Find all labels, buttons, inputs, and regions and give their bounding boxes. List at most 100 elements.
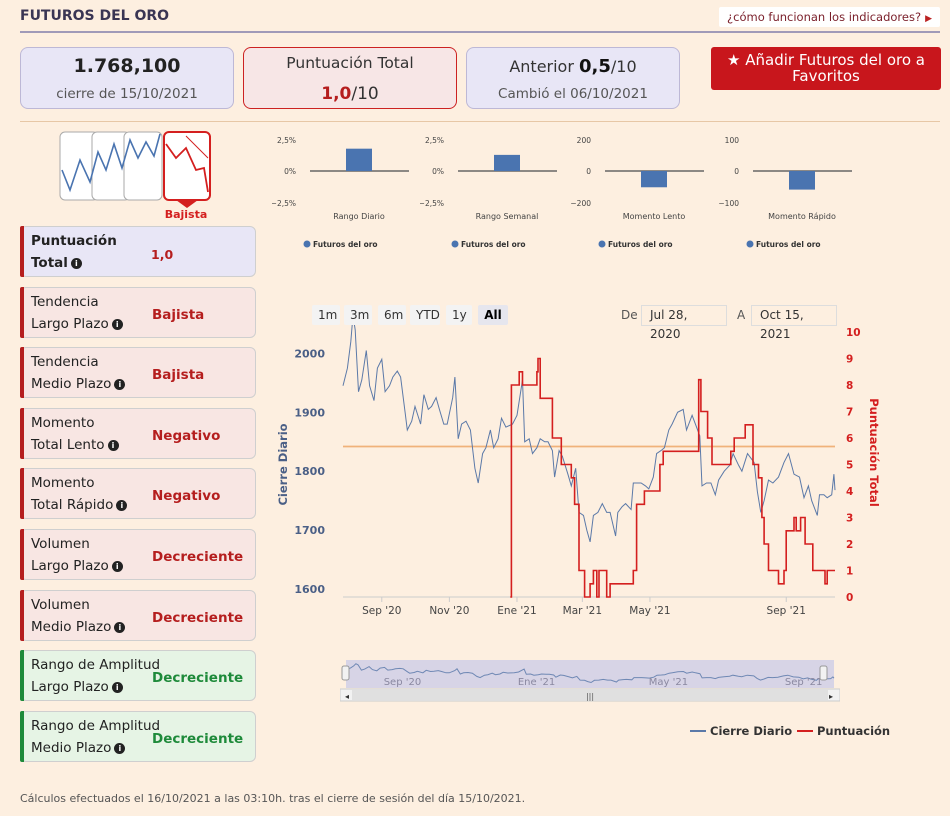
page-title: FUTUROS DEL ORO — [20, 8, 170, 24]
info-icon[interactable]: i — [111, 682, 123, 694]
indicator-label-line1: Momento — [31, 414, 95, 431]
mini-legend-label: Futuros del oro — [608, 240, 673, 249]
zoom-button[interactable]: YTD — [410, 305, 440, 325]
zoom-button[interactable]: 1y — [446, 305, 472, 325]
zoom-button[interactable]: 3m — [344, 305, 372, 325]
info-icon[interactable]: i — [114, 742, 126, 754]
previous-label: Anterior — [509, 57, 574, 76]
y2-tick-label: 1 — [846, 566, 853, 578]
mini-legend-label: Futuros del oro — [756, 240, 821, 249]
legend-price[interactable]: Cierre Diario — [690, 724, 792, 738]
to-date-input[interactable]: Oct 15, 2021 — [751, 305, 837, 341]
x-tick-label: Mar '21 — [563, 605, 602, 617]
x-tick-label: Sep '20 — [362, 605, 401, 617]
mini-category-label: Rango Diario — [333, 212, 385, 221]
previous-value: 0,5 — [579, 56, 611, 77]
navigator-chart[interactable]: Sep '20 Ene '21 May '21 Sep '21 ◂ ▸ ||| — [340, 658, 840, 703]
indicator-value: Negativo — [152, 427, 221, 444]
star-icon: ★ — [727, 51, 741, 69]
mini-y-tick-label: −2,5% — [420, 199, 444, 208]
indicator-card: Tendencia Largo Plazo i Bajista — [20, 286, 256, 338]
add-favorite-label: Añadir Futuros del oro a Favoritos — [745, 51, 925, 85]
indicator-label-line1: Tendencia — [31, 354, 99, 371]
help-link-label: ¿cómo funcionan los indicadores? — [727, 10, 922, 24]
navigator-scrollbar-thumb[interactable] — [352, 690, 828, 700]
legend-score-label: Puntuación — [817, 724, 891, 738]
indicator-label-line2: Largo Plazo i — [31, 316, 123, 332]
indicator-label-line2-text: Total — [31, 255, 68, 271]
indicator-value: Bajista — [152, 367, 205, 384]
scroll-left-icon[interactable]: ◂ — [345, 692, 349, 701]
help-link[interactable]: ¿cómo funcionan los indicadores? ▶ — [719, 7, 940, 27]
from-date-input[interactable]: Jul 28, 2020 — [641, 305, 727, 341]
scrollbar-grip-icon: ||| — [586, 692, 594, 701]
indicator-label-line1: Rango de Amplitud — [31, 717, 161, 734]
indicator-label-line1: Tendencia — [31, 293, 99, 310]
navigator-x-label: Sep '20 — [384, 677, 422, 688]
score-card: Puntuación Total 1,0/10 — [243, 47, 457, 109]
indicator-label-line2: Total Lento i — [31, 437, 119, 453]
scroll-right-icon[interactable]: ▸ — [829, 692, 833, 701]
info-icon[interactable]: i — [111, 318, 123, 330]
indicator-label-line1: Puntuación — [31, 233, 117, 249]
mini-category-label: Rango Semanal — [476, 212, 539, 221]
indicator-accent-bar — [20, 468, 24, 520]
mini-chart-rango-diario: 2,5% 0% −2,5% Rango Diario Futuros del oro — [272, 136, 409, 249]
mini-chart-rango-semanal: 2,5% 0% −2,5% Rango Semanal Futuros del oro — [420, 136, 557, 249]
price-card: 1.768,100 cierre de 15/10/2021 — [20, 47, 234, 109]
add-favorite-button[interactable]: ★ Añadir Futuros del oro a Favoritos — [711, 47, 941, 90]
mini-y-tick-label: 0 — [586, 167, 591, 176]
mini-legend-dot — [303, 240, 311, 248]
zoom-button[interactable]: 1m — [312, 305, 340, 325]
info-icon[interactable]: i — [116, 500, 128, 512]
zoom-button[interactable]: 6m — [378, 305, 406, 325]
navigator-handle-right[interactable] — [819, 665, 828, 681]
indicator-label-line2-text: Largo Plazo — [31, 679, 109, 696]
info-icon[interactable]: i — [114, 621, 126, 633]
trend-icon-label: Bajista — [165, 208, 208, 220]
info-icon[interactable]: i — [111, 561, 123, 572]
indicator-value: Bajista — [152, 306, 205, 323]
y2-tick-label: 2 — [846, 539, 853, 551]
indicator-label-line1: Momento — [31, 475, 95, 492]
mini-y-tick-label: 100 — [725, 136, 740, 145]
info-icon[interactable]: i — [114, 379, 126, 391]
price-value: 1.768,100 — [73, 55, 181, 77]
indicator-value: Decreciente — [152, 670, 244, 687]
mini-bar — [346, 148, 372, 171]
indicator-label-line2-text: Medio Plazo — [31, 376, 112, 393]
indicator-label-line2: Medio Plazo i — [31, 619, 126, 635]
navigator-handle-left[interactable] — [341, 665, 350, 681]
trend-icon: Bajista — [59, 131, 211, 220]
mini-y-tick-label: 0 — [734, 167, 739, 176]
legend-score[interactable]: Puntuación — [797, 724, 890, 738]
indicator-accent-bar — [20, 226, 24, 277]
zoom-button[interactable]: All — [478, 305, 508, 325]
indicator-accent-bar — [20, 650, 24, 702]
indicator-value: 1,0 — [151, 247, 174, 262]
mini-chart-momento-lento: 200 0 −200 Momento Lento Futuros del oro — [570, 136, 704, 249]
y2-tick-label: 8 — [846, 380, 853, 392]
score-value-line: 1,0/10 — [244, 84, 456, 104]
indicator-card: Rango de Amplitud Largo Plazo i Decreciente — [20, 650, 256, 702]
mini-legend-dot — [598, 240, 606, 248]
navigator-mask — [346, 660, 834, 688]
mini-y-tick-label: 200 — [577, 136, 592, 145]
mini-bar — [641, 171, 667, 188]
info-icon[interactable]: i — [107, 439, 119, 451]
previous-changed: Cambió el 06/10/2021 — [498, 86, 648, 102]
indicator-label-line2: Largo Plazo i — [31, 679, 123, 695]
score-label: Puntuación Total — [286, 54, 414, 72]
mini-bar — [494, 154, 520, 171]
indicator-label-line2: Largo Plazo i — [31, 558, 123, 574]
price-date: cierre de 15/10/2021 — [56, 86, 198, 102]
previous-card: Anterior 0,5/10 Cambió el 06/10/2021 — [466, 47, 680, 109]
indicator-label-line2: Total i — [31, 255, 82, 271]
indicator-card: Volumen Medio Plazo i Decreciente — [20, 589, 256, 641]
indicator-accent-bar — [20, 710, 24, 762]
y2-axis-title: Puntuación Total — [867, 398, 881, 507]
indicator-label-line2: Medio Plazo i — [31, 740, 126, 756]
y2-tick-label: 9 — [846, 354, 853, 366]
previous-label-line: Anterior 0,5/10 — [467, 56, 679, 77]
info-icon[interactable]: i — [70, 258, 82, 269]
